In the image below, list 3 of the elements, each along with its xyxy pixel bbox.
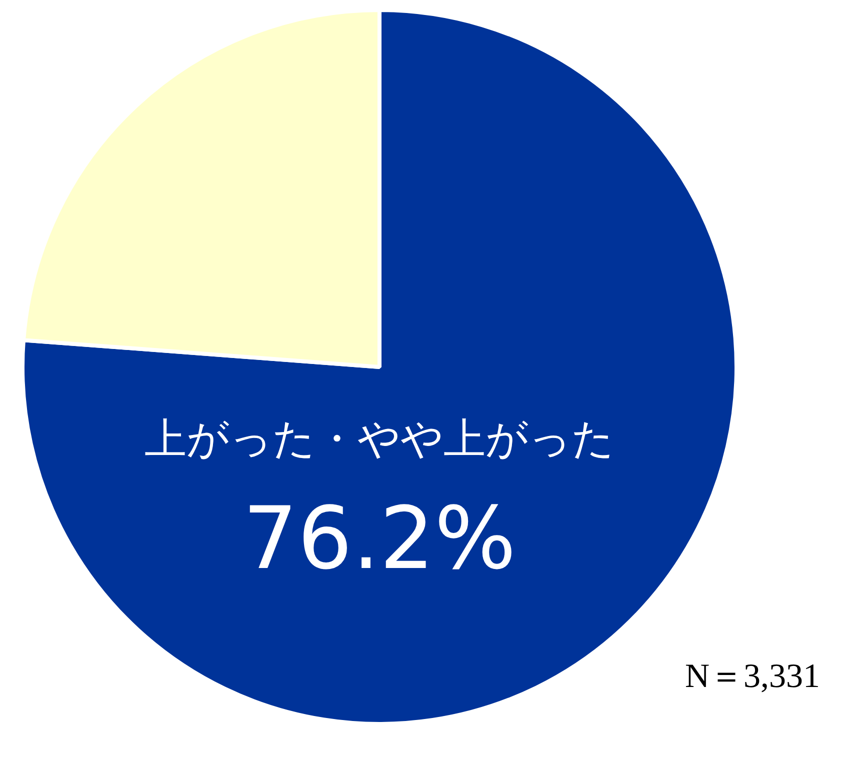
slice-label: 上がった・やや上がった	[144, 414, 614, 463]
text: N＝3,331	[684, 658, 820, 695]
data-label: 76.2%	[242, 488, 516, 589]
